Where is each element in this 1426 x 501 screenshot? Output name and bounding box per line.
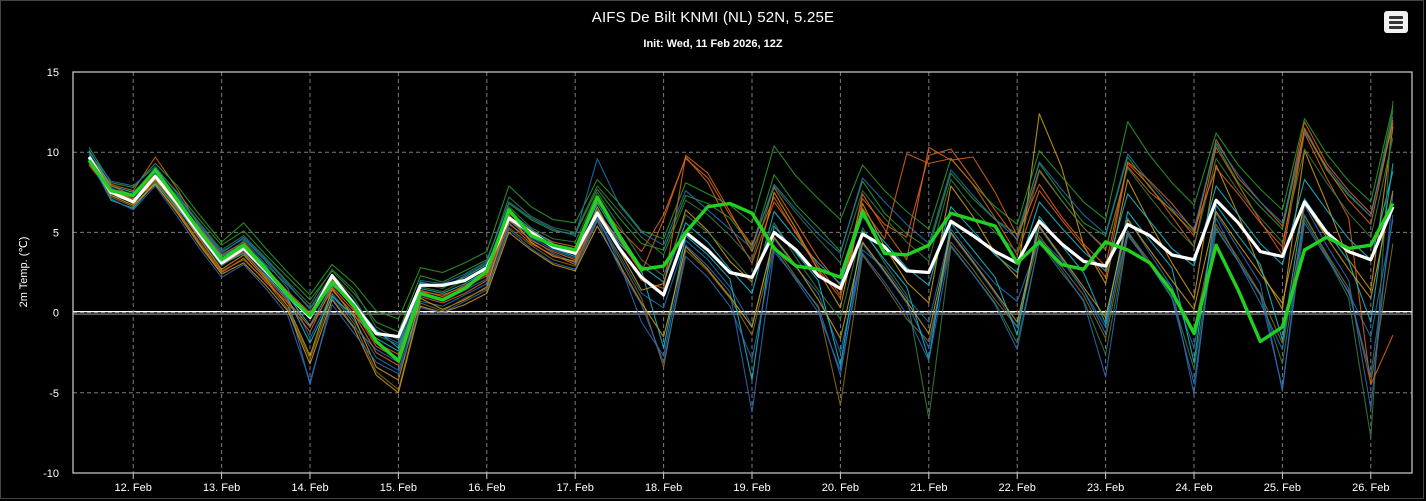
ensemble-member-line: [88, 113, 1394, 381]
plot-border: [72, 71, 1413, 474]
ensemble-member-line: [88, 150, 1394, 349]
ensemble-member-line: [88, 132, 1394, 386]
chart-subtitle: Init: Wed, 11 Feb 2026, 12Z: [643, 38, 783, 50]
y-tick-label: -5: [49, 388, 59, 400]
y-axis-title: 2m Temp. (℃): [18, 237, 30, 308]
x-tick-label: 13. Feb: [203, 482, 240, 494]
chart-title: AIFS De Bilt KNMI (NL) 52N, 5.25E: [591, 9, 835, 26]
ensemble-member-line: [88, 158, 1394, 381]
ensemble-member-line: [88, 119, 1394, 367]
x-tick-label: 17. Feb: [557, 482, 594, 494]
x-tick-label: 15. Feb: [380, 482, 417, 494]
ensemble-member-line: [88, 159, 1394, 389]
x-tick-label: 21. Feb: [910, 482, 947, 494]
x-tick-label: 19. Feb: [733, 482, 770, 494]
y-tick-label: 0: [53, 308, 59, 320]
ensemble-member-line: [88, 105, 1394, 320]
ensemble-member-line: [88, 121, 1394, 355]
x-tick-label: 25. Feb: [1264, 482, 1301, 494]
x-tick-label: 12. Feb: [115, 482, 152, 494]
ensemble-member-line: [88, 161, 1394, 394]
y-tick-label: 10: [47, 147, 59, 159]
ensemble-member-line: [88, 100, 1394, 439]
x-tick-label: 16. Feb: [468, 482, 505, 494]
x-tick-label: 22. Feb: [999, 482, 1036, 494]
ensemble-mean-line: [87, 159, 1395, 363]
x-tick-label: 24. Feb: [1175, 482, 1212, 494]
ensemble-member-line: [88, 159, 1394, 413]
x-tick-label: 23. Feb: [1087, 482, 1124, 494]
y-tick-label: 5: [53, 227, 59, 239]
x-tick-label: 14. Feb: [291, 482, 328, 494]
axes: -10 -5 0 5 10 15 12. Feb 13. Feb 14. Feb 15. Feb 1…: [43, 67, 1413, 494]
ensemble-member-line: [88, 116, 1394, 344]
series-group: [87, 100, 1395, 439]
y-tick-label: 15: [47, 67, 59, 79]
y-tick-label: -10: [43, 468, 59, 480]
x-tick-label: 18. Feb: [645, 482, 682, 494]
hamburger-menu-icon[interactable]: [1384, 11, 1408, 33]
ensemble-member-line: [88, 137, 1394, 341]
x-tick-label: 20. Feb: [822, 482, 859, 494]
x-tick-label: 26. Feb: [1352, 482, 1389, 494]
